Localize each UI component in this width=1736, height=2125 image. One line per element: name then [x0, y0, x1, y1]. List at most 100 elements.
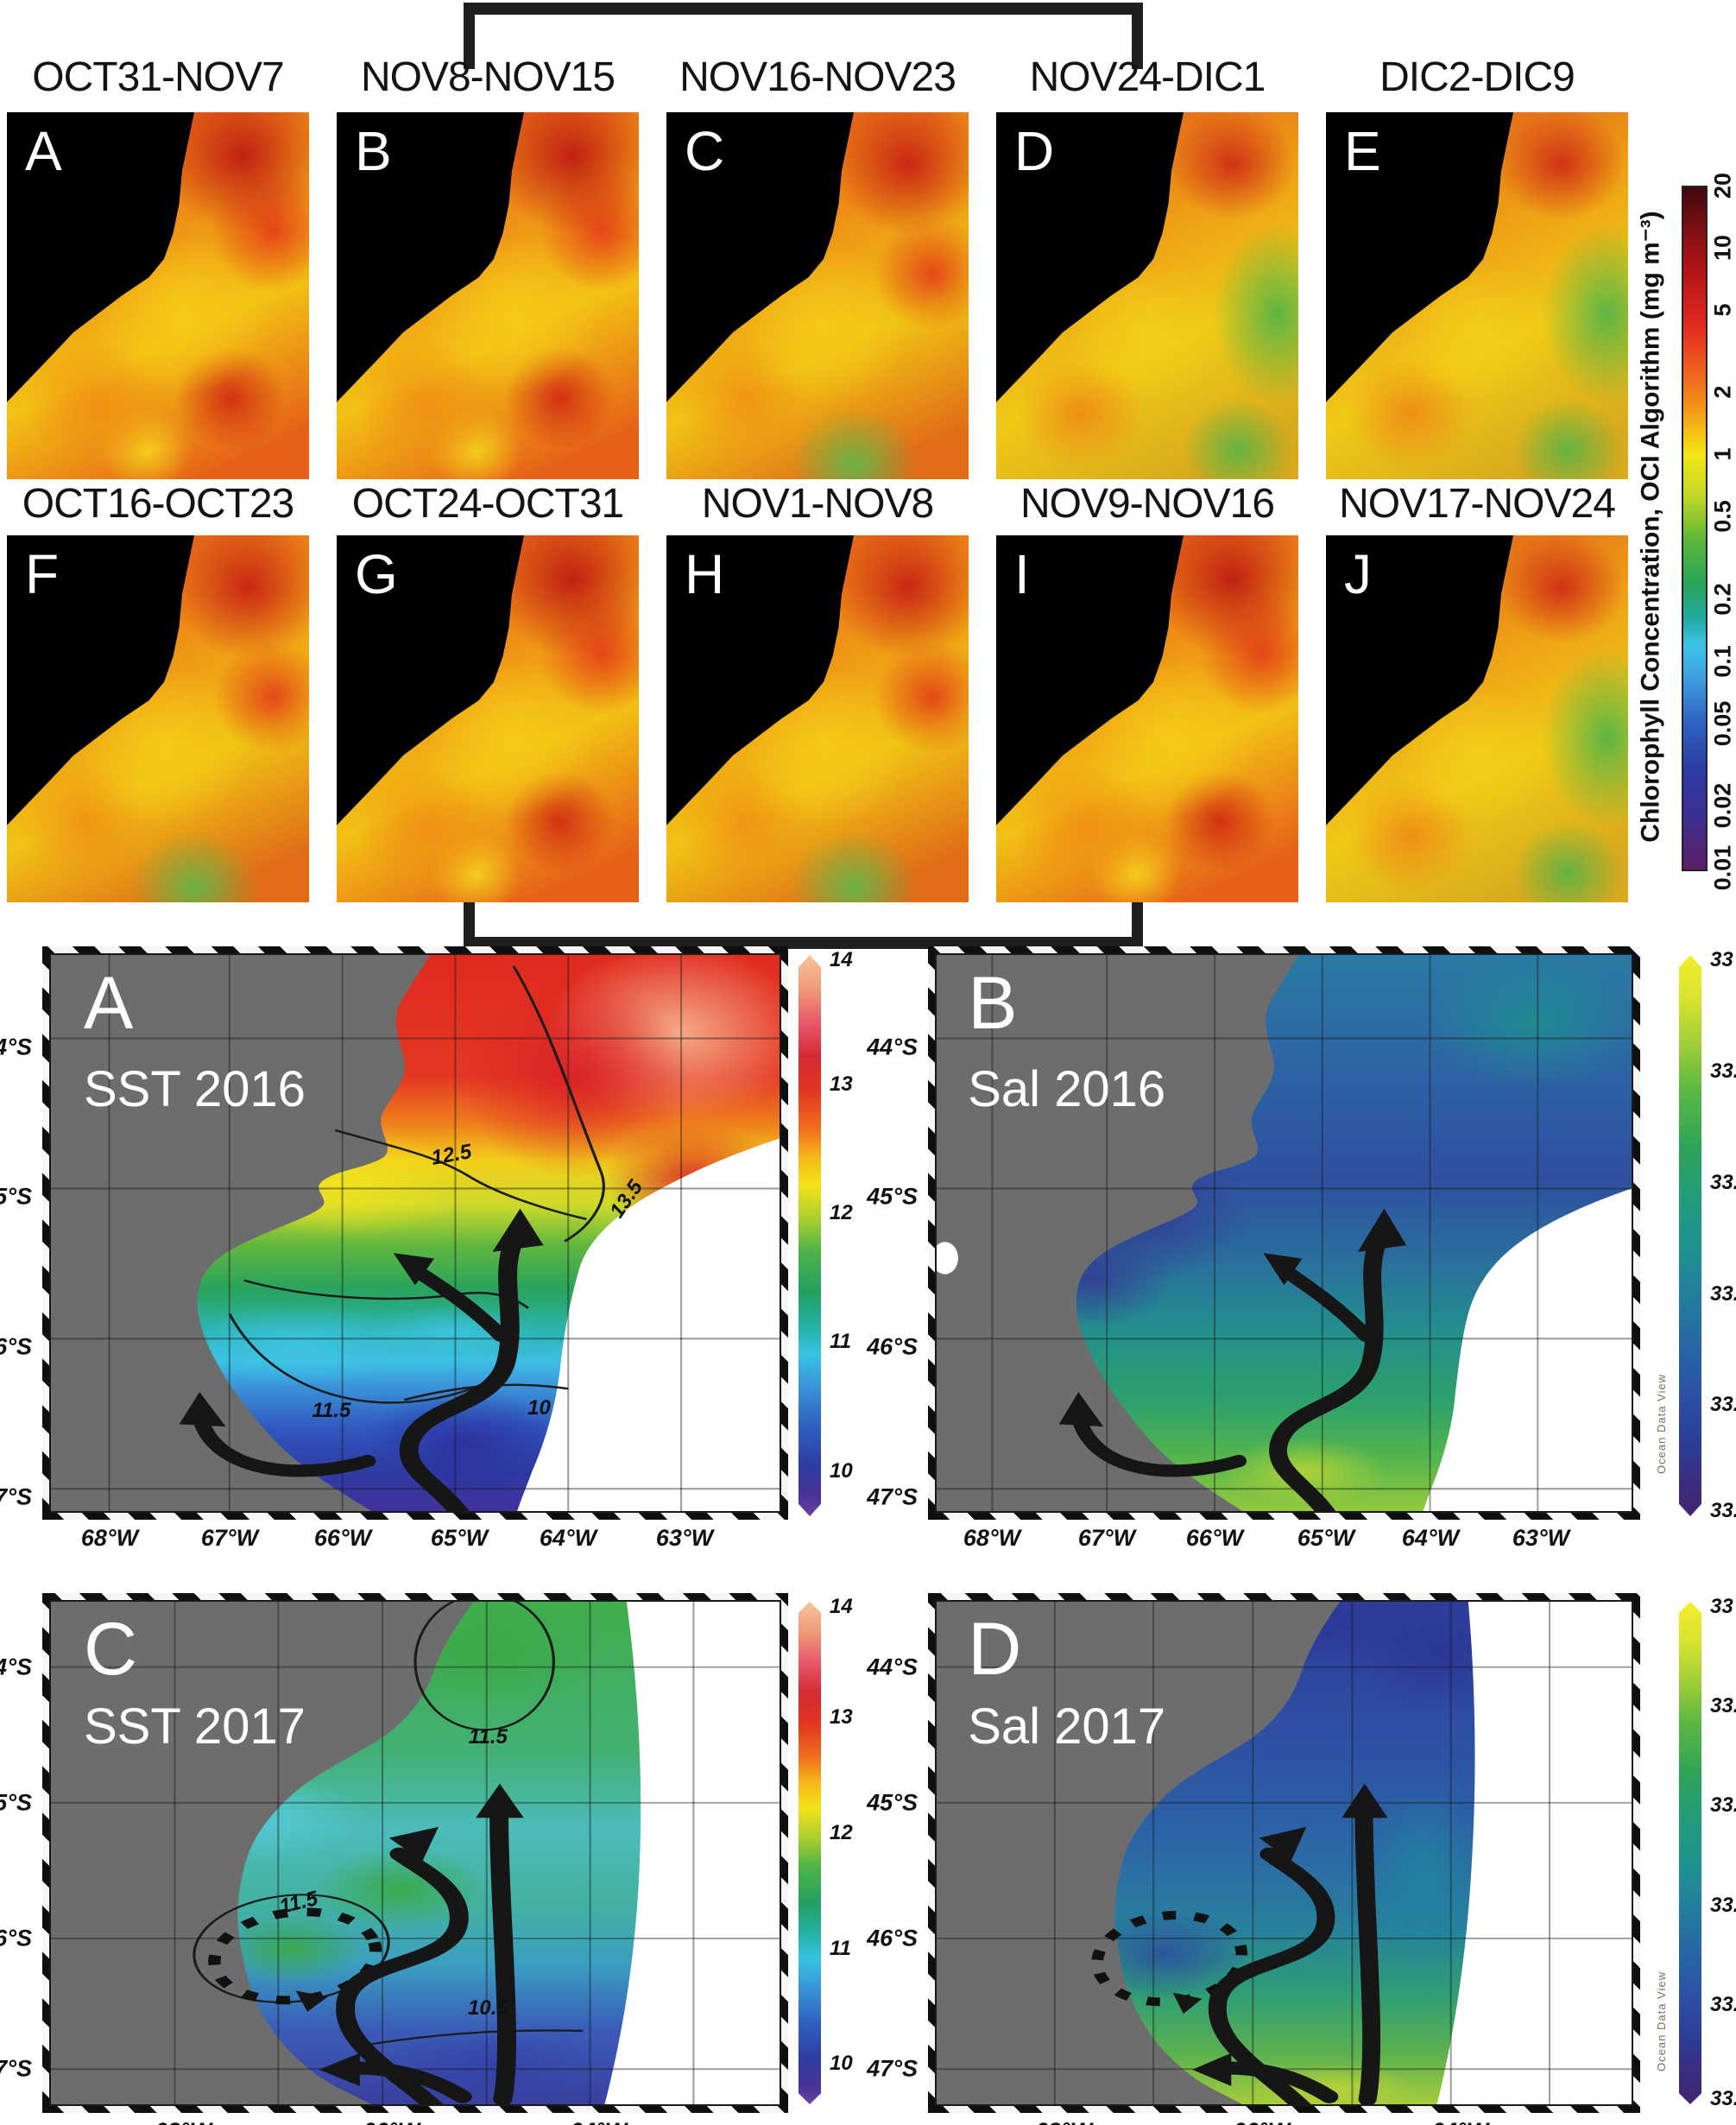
- contour-label: 11.5: [468, 1725, 508, 1749]
- date-label-b: NOV8-NOV15: [360, 54, 615, 100]
- sal-2017-colorbar: 33 33.1 33.2 33.3 33.4 33.5: [1679, 1595, 1736, 2110]
- panel-letter: I: [1014, 542, 1030, 605]
- chl-panel-e: E: [1326, 112, 1628, 479]
- chl-cbar-tick: 1: [1709, 447, 1736, 461]
- chl-cbar-tick: 0.1: [1709, 645, 1736, 678]
- lon-tick: 68°W: [80, 1525, 139, 1551]
- cbar-tick: 33.3: [1710, 1894, 1736, 1917]
- lon-tick: 68°W: [155, 2118, 211, 2125]
- map-title: SST 2017: [83, 1698, 306, 1755]
- date-label-e: DIC2-DIC9: [1379, 54, 1575, 100]
- current-arrows: [179, 1208, 544, 1511]
- map-letter: B: [968, 961, 1018, 1045]
- chl-panel-f: F: [7, 535, 309, 902]
- odv-credit: Ocean Data View: [1655, 1970, 1668, 2071]
- chl-cbar-tick: 2: [1709, 385, 1736, 399]
- lon-tick: 66°W: [1233, 2118, 1290, 2125]
- chl-cbar-tick: 0.05: [1709, 700, 1736, 747]
- cbar-tick: 33.2: [1710, 1793, 1736, 1817]
- chl-panel-j: J: [1326, 535, 1628, 902]
- date-label-f: OCT16-OCT23: [22, 481, 294, 527]
- lon-tick: 63°W: [655, 1525, 714, 1551]
- contour-label: 10.5: [468, 1996, 508, 2021]
- date-label-i: NOV9-NOV16: [1020, 481, 1275, 527]
- date-label-a: OCT31-NOV7: [32, 54, 284, 100]
- lon-tick: 67°W: [200, 1525, 259, 1551]
- colorbar-gradient: [1679, 1602, 1701, 2104]
- lat-tick: 46°S: [0, 1333, 32, 1360]
- lat-tick: 45°S: [867, 1183, 918, 1210]
- no-data-region: [1423, 1188, 1632, 1511]
- bracket-bottom-right-tick: [1132, 902, 1143, 940]
- map-letter: C: [83, 1607, 138, 1691]
- sal-2016-field: [937, 955, 1632, 1511]
- chl-cbar-tick: 0.2: [1709, 583, 1736, 616]
- map-title: SST 2016: [83, 1061, 306, 1118]
- date-label-j: NOV17-NOV24: [1339, 481, 1616, 527]
- panel-letter: H: [685, 542, 725, 605]
- lat-tick: 47°S: [867, 2055, 918, 2082]
- lat-tick: 46°S: [0, 1925, 32, 1951]
- lon-tick: 64°W: [570, 2118, 627, 2125]
- lon-tick: 65°W: [1297, 1525, 1355, 1551]
- island: [937, 1242, 958, 1274]
- bracket-top-horizontal: [464, 3, 1143, 15]
- chl-cbar-tick: 0.01: [1709, 844, 1736, 891]
- odv-credit: Ocean Data View: [1655, 1373, 1668, 1474]
- cbar-tick: 33.4: [1710, 1393, 1736, 1416]
- panel-letter: J: [1344, 542, 1372, 605]
- cbar-tick: 33.4: [1710, 1993, 1736, 2016]
- lon-tick: 66°W: [313, 1525, 372, 1551]
- sal-2017-field: [937, 1602, 1632, 2104]
- bracket-bottom-left-tick: [464, 902, 475, 940]
- chl-colorbar: [1682, 186, 1708, 871]
- bracket-bottom-horizontal: [464, 937, 1143, 949]
- lat-tick: 47°S: [0, 1483, 32, 1510]
- cbar-tick: 13: [830, 1072, 853, 1096]
- map-sst-2016: 44°S 45°S 46°S 47°S: [0, 946, 816, 1551]
- map-title: Sal 2016: [968, 1061, 1166, 1118]
- lat-tick: 44°S: [0, 1034, 32, 1060]
- date-label-d: NOV24-DIC1: [1029, 54, 1266, 100]
- cbar-tick: 13: [830, 1705, 853, 1729]
- grid-lines: [937, 955, 1632, 1511]
- cbar-tick: 33.5: [1710, 2087, 1736, 2110]
- date-label-g: OCT24-OCT31: [351, 481, 624, 527]
- chl-cbar-tick: 0.02: [1709, 782, 1736, 829]
- lat-tick: 45°S: [0, 1789, 32, 1816]
- lon-tick: 66°W: [1185, 1525, 1244, 1551]
- date-label-c: NOV16-NOV23: [679, 54, 956, 100]
- lat-tick: 45°S: [867, 1789, 918, 1816]
- panel-letter: G: [355, 542, 398, 605]
- map-canvas: D Sal 2017: [935, 1600, 1633, 2106]
- map-title: Sal 2017: [968, 1698, 1166, 1755]
- lat-tick: 47°S: [0, 2055, 32, 2082]
- cbar-tick: 12: [830, 1201, 853, 1224]
- map-sst-2017: 44°S 45°S 46°S 47°S: [0, 1593, 816, 2125]
- lon-tick: 64°W: [539, 1525, 597, 1551]
- no-data-region: [604, 1602, 780, 2104]
- lon-tick: 64°W: [1431, 2118, 1488, 2125]
- lat-tick: 47°S: [867, 1483, 918, 1510]
- chl-cbar-tick: 5: [1709, 303, 1736, 317]
- colorbar-gradient: [799, 955, 821, 1516]
- cbar-tick: 10: [830, 2052, 853, 2075]
- lat-tick: 44°S: [867, 1034, 918, 1060]
- lon-tick: 68°W: [1035, 2118, 1092, 2125]
- no-data-region: [517, 1138, 780, 1511]
- cbar-tick: 11: [830, 1330, 851, 1353]
- map-letter: D: [968, 1607, 1022, 1691]
- lon-tick: 66°W: [363, 2118, 420, 2125]
- chl-panel-i: I: [996, 535, 1298, 902]
- current-arrows: [1058, 1208, 1407, 1511]
- cbar-tick: 33: [1710, 1595, 1733, 1618]
- colorbar-gradient: [799, 1602, 821, 2104]
- lon-tick: 63°W: [1512, 1525, 1570, 1551]
- contour-label: 11.5: [312, 1399, 351, 1423]
- cbar-tick: 33: [1710, 948, 1733, 971]
- chl-panel-d: D: [996, 112, 1298, 479]
- lat-tick: 44°S: [0, 1654, 32, 1680]
- map-sal-2016: 44°S 45°S 46°S 47°S: [867, 946, 1668, 1551]
- lon-tick: 65°W: [430, 1525, 489, 1551]
